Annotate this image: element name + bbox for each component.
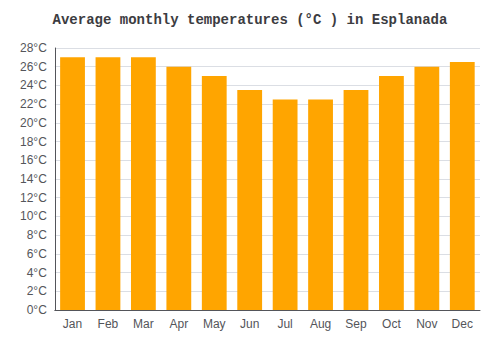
svg-text:Jul: Jul xyxy=(277,317,292,331)
svg-text:26°C: 26°C xyxy=(20,60,47,74)
svg-text:Sep: Sep xyxy=(345,317,367,331)
svg-text:22°C: 22°C xyxy=(20,97,47,111)
svg-text:Apr: Apr xyxy=(169,317,188,331)
svg-text:Dec: Dec xyxy=(452,317,473,331)
svg-text:Oct: Oct xyxy=(382,317,401,331)
svg-text:12°C: 12°C xyxy=(20,191,47,205)
svg-text:6°C: 6°C xyxy=(27,247,47,261)
svg-text:16°C: 16°C xyxy=(20,153,47,167)
svg-text:May: May xyxy=(203,317,226,331)
svg-text:Jan: Jan xyxy=(63,317,82,331)
svg-text:24°C: 24°C xyxy=(20,78,47,92)
svg-text:10°C: 10°C xyxy=(20,209,47,223)
svg-text:14°C: 14°C xyxy=(20,172,47,186)
svg-text:Jun: Jun xyxy=(240,317,259,331)
svg-text:Aug: Aug xyxy=(310,317,331,331)
svg-text:20°C: 20°C xyxy=(20,116,47,130)
svg-text:0°C: 0°C xyxy=(27,303,47,317)
svg-text:4°C: 4°C xyxy=(27,266,47,280)
svg-text:28°C: 28°C xyxy=(20,41,47,55)
svg-text:Mar: Mar xyxy=(133,317,154,331)
svg-text:Nov: Nov xyxy=(416,317,437,331)
svg-text:8°C: 8°C xyxy=(27,228,47,242)
svg-text:Average monthly temperatures (: Average monthly temperatures (°C ) in Es… xyxy=(53,12,448,28)
svg-text:18°C: 18°C xyxy=(20,135,47,149)
svg-text:Feb: Feb xyxy=(98,317,119,331)
svg-text:2°C: 2°C xyxy=(27,284,47,298)
